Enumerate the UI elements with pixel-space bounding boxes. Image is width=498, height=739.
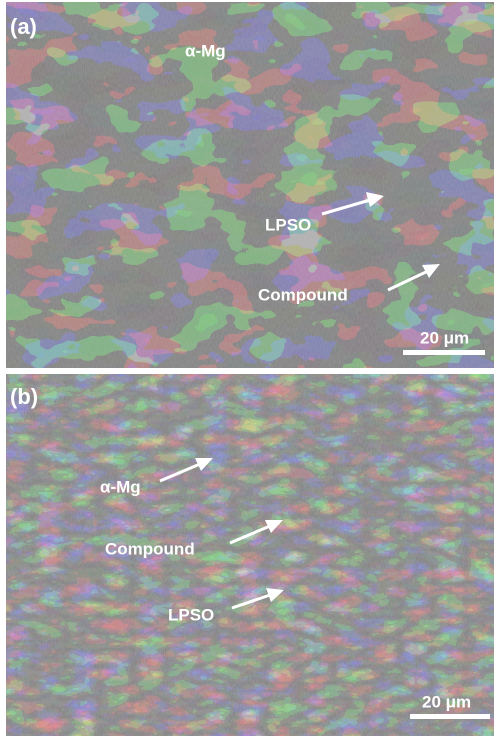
panel-label: (a) (10, 14, 37, 39)
micrograph-grain (6, 2, 494, 368)
page: (a) α-Mg LPSO Compound 20 μm (b) α-Mg Co… (0, 0, 498, 739)
figure: (a) α-Mg LPSO Compound 20 μm (b) α-Mg Co… (0, 0, 498, 739)
panel-label: (b) (10, 384, 38, 409)
scale-bar (410, 714, 490, 719)
scale-bar-label: 20 μm (420, 328, 469, 347)
annotation: α-Mg (185, 41, 226, 60)
scale-bar-label: 20 μm (422, 692, 471, 711)
annotation: Compound (258, 285, 348, 304)
annotation: LPSO (168, 605, 214, 624)
annotation: LPSO (265, 215, 311, 234)
annotation: Compound (105, 539, 195, 558)
panel-b: (b) α-Mg Compound LPSO 20 μm (6, 374, 494, 736)
scale-bar (403, 350, 485, 355)
micrograph-grain (6, 374, 494, 736)
annotation: α-Mg (100, 477, 141, 496)
panel-a: (a) α-Mg LPSO Compound 20 μm (6, 2, 494, 368)
